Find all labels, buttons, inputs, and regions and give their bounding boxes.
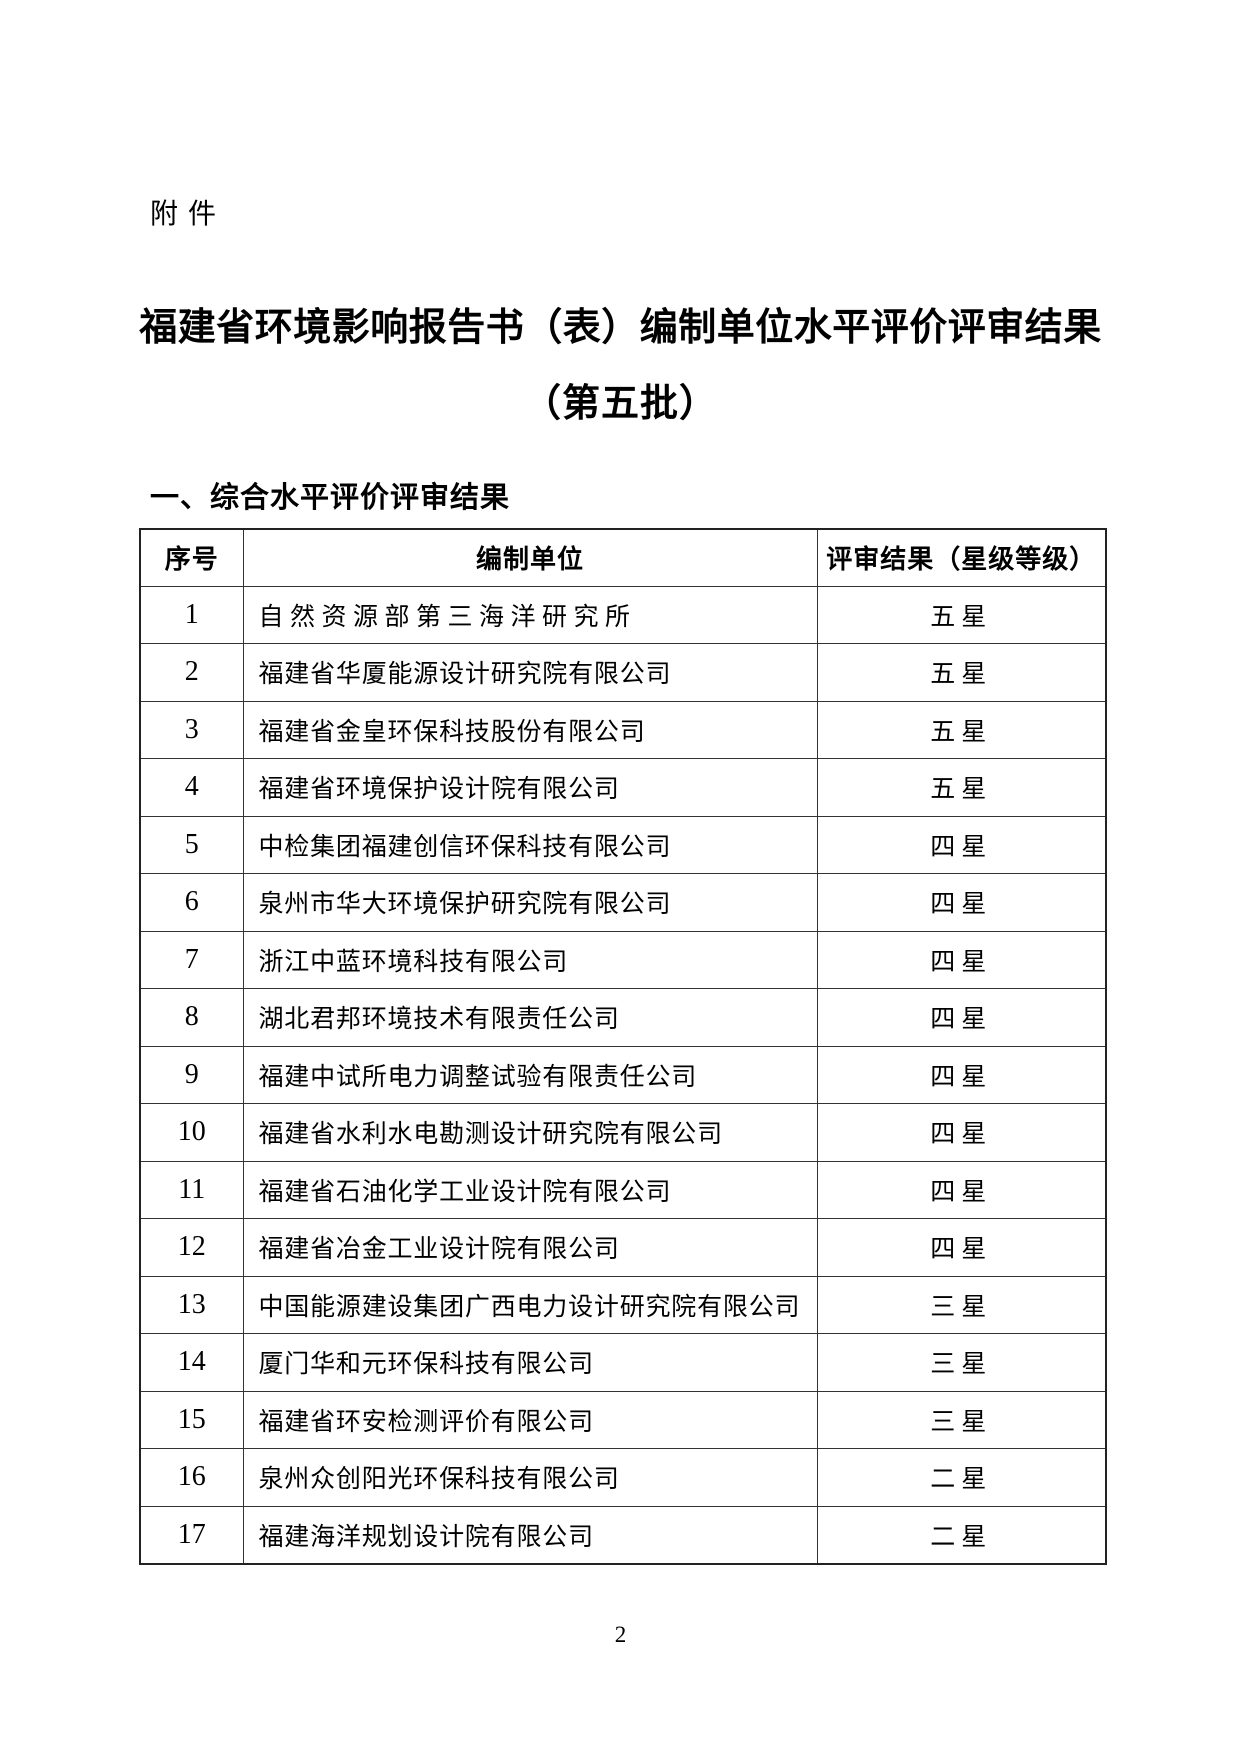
serial-number-cell: 5 xyxy=(139,815,244,874)
serial-number-cell: 15 xyxy=(139,1390,244,1449)
serial-number-cell: 14 xyxy=(139,1333,244,1392)
unit-name-cell: 福建省环境保护设计院有限公司 xyxy=(242,758,818,817)
serial-number-cell: 11 xyxy=(139,1160,244,1219)
star-rating-cell: 三星 xyxy=(816,1275,1107,1334)
star-rating-cell: 四星 xyxy=(816,873,1107,932)
unit-name-cell: 自然资源部第三海洋研究所 xyxy=(242,585,818,644)
star-rating-cell: 四星 xyxy=(816,815,1107,874)
unit-name-cell: 泉州市华大环境保护研究院有限公司 xyxy=(242,873,818,932)
star-rating-cell: 四星 xyxy=(816,1218,1107,1277)
serial-number-cell: 12 xyxy=(139,1218,244,1277)
header-review-result: 评审结果（星级等级） xyxy=(816,528,1107,587)
unit-name-cell: 福建海洋规划设计院有限公司 xyxy=(242,1505,818,1564)
star-rating-cell: 三星 xyxy=(816,1333,1107,1392)
star-rating-cell: 五星 xyxy=(816,758,1107,817)
unit-name-cell: 福建省水利水电勘测设计研究院有限公司 xyxy=(242,1103,818,1162)
table-row: 15 福建省环安检测评价有限公司 三星 xyxy=(139,1390,1107,1449)
table-row: 17 福建海洋规划设计院有限公司 二星 xyxy=(139,1505,1107,1564)
serial-number-cell: 10 xyxy=(139,1103,244,1162)
unit-name-cell: 泉州众创阳光环保科技有限公司 xyxy=(242,1448,818,1507)
table-row: 7 浙江中蓝环境科技有限公司 四星 xyxy=(139,930,1107,989)
unit-name-cell: 湖北君邦环境技术有限责任公司 xyxy=(242,988,818,1047)
table-header-row: 序号 编制单位 评审结果（星级等级） xyxy=(139,528,1107,587)
unit-name-cell: 中检集团福建创信环保科技有限公司 xyxy=(242,815,818,874)
unit-name-cell: 中国能源建设集团广西电力设计研究院有限公司 xyxy=(242,1275,818,1334)
star-rating-cell: 二星 xyxy=(816,1448,1107,1507)
table-body: 1 自然资源部第三海洋研究所 五星 2 福建省华厦能源设计研究院有限公司 五星 … xyxy=(139,585,1107,1564)
serial-number-cell: 2 xyxy=(139,643,244,702)
table-row: 9 福建中试所电力调整试验有限责任公司 四星 xyxy=(139,1045,1107,1104)
star-rating-cell: 二星 xyxy=(816,1505,1107,1564)
unit-name-cell: 福建省冶金工业设计院有限公司 xyxy=(242,1218,818,1277)
table-row: 13 中国能源建设集团广西电力设计研究院有限公司 三星 xyxy=(139,1275,1107,1334)
star-rating-cell: 四星 xyxy=(816,930,1107,989)
section-heading: 一、综合水平评价评审结果 xyxy=(150,482,511,514)
serial-number-cell: 8 xyxy=(139,988,244,1047)
table-row: 12 福建省冶金工业设计院有限公司 四星 xyxy=(139,1218,1107,1277)
serial-number-cell: 16 xyxy=(139,1448,244,1507)
unit-name-cell: 福建省石油化学工业设计院有限公司 xyxy=(242,1160,818,1219)
document-subtitle: （第五批） xyxy=(522,383,718,425)
star-rating-cell: 四星 xyxy=(816,988,1107,1047)
table-row: 14 厦门华和元环保科技有限公司 三星 xyxy=(139,1333,1107,1392)
document-title: 福建省环境影响报告书（表）编制单位水平评价评审结果 xyxy=(139,307,1102,349)
review-results-table: 序号 编制单位 评审结果（星级等级） 1 自然资源部第三海洋研究所 五星 2 福… xyxy=(139,528,1107,1565)
serial-number-cell: 7 xyxy=(139,930,244,989)
table-row: 2 福建省华厦能源设计研究院有限公司 五星 xyxy=(139,643,1107,702)
table-row: 10 福建省水利水电勘测设计研究院有限公司 四星 xyxy=(139,1103,1107,1162)
table-row: 5 中检集团福建创信环保科技有限公司 四星 xyxy=(139,815,1107,874)
attachment-label: 附件 xyxy=(150,199,227,230)
unit-name-cell: 福建中试所电力调整试验有限责任公司 xyxy=(242,1045,818,1104)
serial-number-cell: 1 xyxy=(139,585,244,644)
star-rating-cell: 四星 xyxy=(816,1103,1107,1162)
table-row: 4 福建省环境保护设计院有限公司 五星 xyxy=(139,758,1107,817)
star-rating-cell: 四星 xyxy=(816,1045,1107,1104)
star-rating-cell: 四星 xyxy=(816,1160,1107,1219)
unit-name-cell: 福建省环安检测评价有限公司 xyxy=(242,1390,818,1449)
table-row: 16 泉州众创阳光环保科技有限公司 二星 xyxy=(139,1448,1107,1507)
table-row: 1 自然资源部第三海洋研究所 五星 xyxy=(139,585,1107,644)
serial-number-cell: 4 xyxy=(139,758,244,817)
star-rating-cell: 五星 xyxy=(816,643,1107,702)
star-rating-cell: 五星 xyxy=(816,585,1107,644)
unit-name-cell: 福建省华厦能源设计研究院有限公司 xyxy=(242,643,818,702)
table-row: 6 泉州市华大环境保护研究院有限公司 四星 xyxy=(139,873,1107,932)
table-row: 8 湖北君邦环境技术有限责任公司 四星 xyxy=(139,988,1107,1047)
page-number: 2 xyxy=(614,1622,627,1647)
table-row: 11 福建省石油化学工业设计院有限公司 四星 xyxy=(139,1160,1107,1219)
unit-name-cell: 厦门华和元环保科技有限公司 xyxy=(242,1333,818,1392)
serial-number-cell: 9 xyxy=(139,1045,244,1104)
serial-number-cell: 6 xyxy=(139,873,244,932)
serial-number-cell: 17 xyxy=(139,1505,244,1564)
table-row: 3 福建省金皇环保科技股份有限公司 五星 xyxy=(139,700,1107,759)
unit-name-cell: 福建省金皇环保科技股份有限公司 xyxy=(242,700,818,759)
serial-number-cell: 13 xyxy=(139,1275,244,1334)
star-rating-cell: 五星 xyxy=(816,700,1107,759)
header-compiling-unit: 编制单位 xyxy=(242,528,818,587)
serial-number-cell: 3 xyxy=(139,700,244,759)
header-serial-number: 序号 xyxy=(139,528,244,587)
star-rating-cell: 三星 xyxy=(816,1390,1107,1449)
unit-name-cell: 浙江中蓝环境科技有限公司 xyxy=(242,930,818,989)
